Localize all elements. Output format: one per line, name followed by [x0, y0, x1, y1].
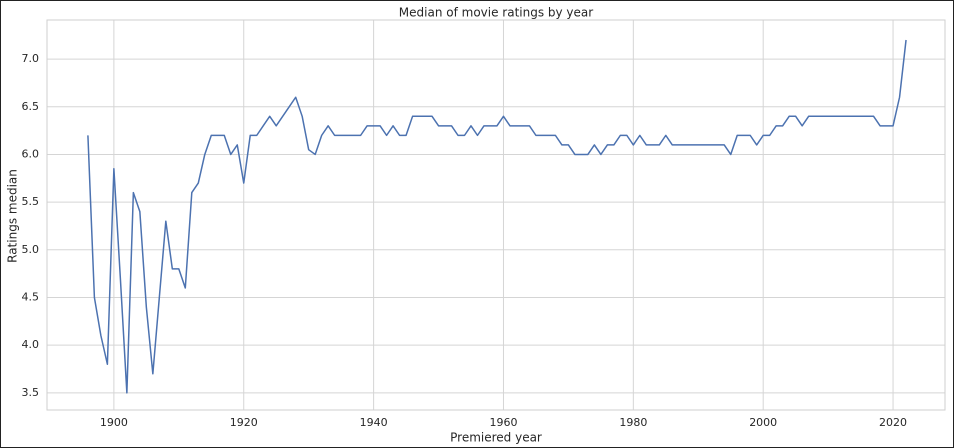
plot-border	[46, 19, 946, 411]
y-tick-label: 6.0	[22, 147, 40, 160]
y-tick-label: 4.0	[22, 338, 40, 351]
x-tick-label: 1900	[100, 416, 128, 429]
y-axis-label: Ratings median	[6, 169, 20, 263]
x-tick-label: 1920	[230, 416, 258, 429]
x-tick-label: 2000	[749, 416, 777, 429]
x-axis-label: Premiered year	[450, 431, 542, 445]
data-line	[87, 39, 907, 394]
y-tick-label: 5.5	[22, 195, 40, 208]
y-tick-label: 6.5	[22, 100, 40, 113]
chart-title: Median of movie ratings by year	[399, 6, 593, 20]
x-tick-label: 1960	[489, 416, 517, 429]
y-tick-label: 3.5	[22, 386, 40, 399]
x-tick-label: 2020	[879, 416, 907, 429]
y-tick-label: 5.0	[22, 243, 40, 256]
x-tick-label: 1940	[360, 416, 388, 429]
y-tick-label: 4.5	[22, 290, 40, 303]
y-tick-label: 7.0	[22, 52, 40, 65]
x-tick-label: 1980	[619, 416, 647, 429]
